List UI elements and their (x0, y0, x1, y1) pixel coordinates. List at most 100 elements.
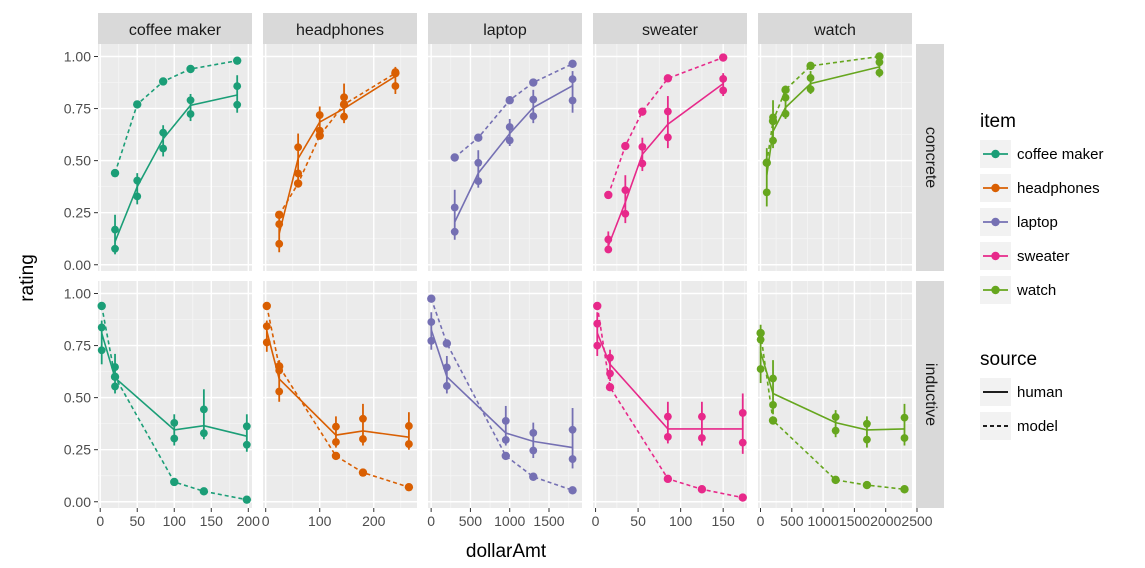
data-point-human-low (719, 86, 728, 95)
panel-laptop-inductive (427, 281, 582, 508)
data-point-human-low (806, 85, 815, 94)
data-point-human-low (621, 209, 630, 218)
data-point-human-high (831, 413, 840, 421)
legend-label: headphones (1017, 180, 1100, 197)
y-axis-title: rating (17, 254, 38, 302)
panel-coffee-maker-inductive (97, 281, 252, 508)
data-point-model (110, 168, 120, 178)
data-point-human-high (698, 412, 706, 421)
legend-item-watch: watch (980, 276, 1056, 304)
data-point-human-high (427, 318, 436, 326)
data-point-human-high (875, 58, 884, 67)
data-point-human-low (170, 434, 179, 443)
data-point-model (339, 100, 349, 109)
data-point-human-low (233, 100, 242, 109)
strip-coffee-maker: coffee maker (98, 13, 252, 44)
panel-background (263, 44, 417, 271)
data-point-human-high (529, 429, 538, 437)
strip-inductive: inductive (916, 281, 944, 508)
panel-background (758, 281, 912, 508)
series-line-model (430, 298, 573, 492)
data-point-human-high (900, 413, 909, 422)
data-point-human-high (593, 319, 602, 328)
data-point-model (638, 107, 647, 116)
data-point-model (718, 53, 728, 62)
data-point-human-low (638, 159, 647, 168)
data-point-human-high (340, 93, 348, 102)
data-point-human-high (781, 93, 790, 102)
data-point-human-low (242, 440, 251, 449)
series-line-model (766, 55, 880, 163)
data-point-model (738, 493, 747, 502)
data-point-human-high (242, 422, 251, 431)
panel-laptop-concrete (428, 44, 582, 271)
strip-label: concrete (922, 127, 939, 188)
data-point-human-high (474, 158, 483, 167)
data-point-model (568, 486, 577, 495)
data-point-human-low (863, 435, 871, 444)
data-point-model (621, 141, 630, 151)
data-point-model (529, 78, 538, 87)
data-point-human-low (111, 244, 119, 253)
data-point-human-high (769, 374, 777, 383)
data-point-human-low (501, 436, 510, 444)
data-point-human-high (604, 235, 613, 244)
x-tick-label: 150 (711, 513, 735, 529)
strip-background (758, 13, 912, 44)
panel-watch-concrete (758, 44, 912, 271)
data-point-human-high (111, 225, 119, 234)
strip-background (916, 281, 944, 508)
x-tick-label: 0 (427, 513, 435, 529)
data-point-human-high (275, 220, 284, 229)
data-point-human-high (315, 111, 324, 119)
data-point-human-low (663, 432, 672, 441)
panel-headphones-inductive (262, 281, 417, 508)
panel-background (428, 281, 582, 508)
legend-title-source: source (980, 349, 1037, 370)
legend-source-model: model (980, 412, 1058, 440)
data-point-human-low (133, 192, 142, 201)
data-point-model (663, 474, 673, 484)
strip-label: laptop (483, 22, 527, 39)
data-point-model (781, 85, 790, 95)
data-point-human-high (450, 203, 459, 212)
x-tick-label: 0 (592, 513, 600, 529)
data-point-human-low (340, 112, 348, 121)
data-point-model (505, 96, 514, 105)
data-point-human-high (621, 186, 630, 194)
panel-coffee-maker-concrete (98, 44, 252, 271)
x-tick-label: 0 (757, 513, 765, 529)
data-point-human-high (359, 414, 367, 423)
data-point-human-high (529, 95, 538, 104)
panel-background (98, 281, 252, 508)
x-tick-label: 0 (262, 513, 270, 529)
data-point-human-low (159, 144, 168, 153)
x-tick-label: 200 (362, 513, 386, 529)
y-tick-label: 0.50 (64, 153, 91, 169)
data-point-human-low (769, 401, 777, 409)
data-point-human-low (831, 426, 840, 435)
data-point-model (806, 61, 815, 71)
data-point-model (442, 339, 452, 348)
data-point-model (110, 372, 120, 381)
legend-item-laptop: laptop (980, 208, 1058, 236)
data-point-human-low (529, 446, 538, 455)
x-tick-label: 0 (96, 513, 104, 529)
y-tick-label: 0.00 (64, 494, 91, 510)
x-axis-title: dollarAmt (466, 541, 547, 562)
data-point-human-high (638, 142, 647, 151)
data-point-model (170, 477, 179, 487)
legend-key-point (991, 217, 1000, 227)
data-point-human-high (391, 68, 400, 76)
data-point-human-low (875, 68, 884, 77)
data-point-model (158, 77, 168, 86)
x-tick-label: 500 (459, 513, 483, 529)
y-tick-label: 0.75 (64, 101, 91, 117)
data-point-human-low (450, 227, 459, 236)
data-point-model (862, 480, 872, 490)
data-point-model (474, 133, 483, 142)
data-point-human-low (900, 434, 909, 442)
strip-sweater: sweater (593, 13, 747, 44)
data-point-human-high (404, 422, 413, 430)
